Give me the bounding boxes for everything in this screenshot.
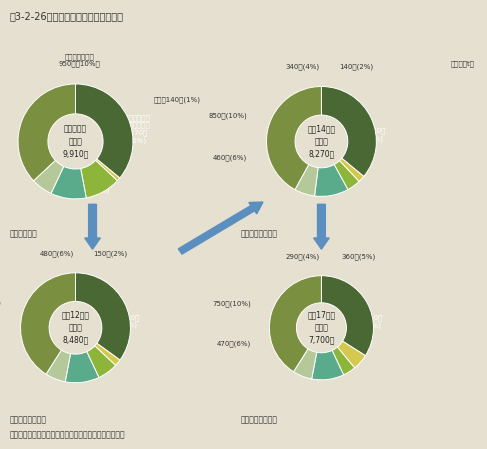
Text: アスファルト・
コンクリート塊
3,570万
(36%): アスファルト・ コンクリート塊 3,570万 (36%)	[121, 114, 150, 144]
Wedge shape	[334, 161, 359, 189]
Wedge shape	[294, 349, 317, 379]
Wedge shape	[81, 160, 117, 198]
Wedge shape	[315, 164, 348, 196]
Wedge shape	[95, 159, 120, 181]
Text: 平成17年度
全国計
7,700万: 平成17年度 全国計 7,700万	[307, 311, 336, 345]
Wedge shape	[75, 84, 133, 178]
Text: 2,610万
(34%): 2,610万 (34%)	[359, 314, 383, 329]
Text: 資料：建設省: 資料：建設省	[10, 229, 37, 238]
Text: 830万(10%): 830万(10%)	[0, 299, 1, 306]
Wedge shape	[75, 273, 131, 360]
Text: 図3-2-26　建設廃棄物の種類別排出量: 図3-2-26 建設廃棄物の種類別排出量	[10, 11, 124, 21]
Text: 3,220万(41%): 3,220万(41%)	[306, 362, 351, 369]
Text: 平成14年度
全国計
8,270万: 平成14年度 全国計 8,270万	[307, 124, 336, 158]
Wedge shape	[65, 352, 99, 383]
Text: 2,970万
(36%): 2,970万 (36%)	[361, 128, 385, 142]
Text: 480万(6%): 480万(6%)	[40, 250, 74, 257]
Wedge shape	[46, 350, 71, 382]
Wedge shape	[295, 164, 318, 196]
Text: 140万(2%): 140万(2%)	[339, 64, 374, 70]
Text: 資料：国土交通省: 資料：国土交通省	[241, 229, 278, 238]
Text: 340万(4%): 340万(4%)	[286, 64, 320, 70]
Wedge shape	[312, 350, 344, 380]
Text: 360万(5%): 360万(5%)	[342, 254, 376, 260]
Wedge shape	[266, 87, 321, 189]
Wedge shape	[87, 346, 115, 378]
Text: その他140万(1%): その他140万(1%)	[153, 97, 201, 103]
Wedge shape	[34, 160, 64, 194]
Text: 3,510万(42%): 3,510万(42%)	[306, 178, 351, 185]
Text: 2,810万
(35%): 2,810万 (35%)	[115, 314, 139, 328]
Wedge shape	[18, 84, 75, 181]
Wedge shape	[51, 167, 86, 199]
Text: 750万(10%): 750万(10%)	[212, 300, 251, 307]
Wedge shape	[337, 341, 365, 368]
Text: コンクリート塊
3,650万(37%): コンクリート塊 3,650万(37%)	[64, 180, 110, 194]
Text: 470万(6%): 470万(6%)	[217, 340, 251, 347]
FancyArrow shape	[178, 202, 263, 254]
Text: 150万(2%): 150万(2%)	[94, 250, 128, 257]
Text: 平成12年度
全国計
8,480万: 平成12年度 全国計 8,480万	[61, 311, 90, 345]
Text: 平成７年度
全国計
9,910万: 平成７年度 全国計 9,910万	[62, 124, 89, 158]
Wedge shape	[20, 273, 75, 374]
Text: 注：四捨五入の関係上、合計値と合わない場合がある。: 注：四捨五入の関係上、合計値と合わない場合がある。	[10, 430, 125, 439]
Text: 850万(10%): 850万(10%)	[208, 113, 247, 119]
Wedge shape	[339, 158, 364, 181]
Text: 資料：国土交通省: 資料：国土交通省	[10, 415, 47, 424]
Text: 290万(4%): 290万(4%)	[286, 254, 320, 260]
Text: 3,530万(41%): 3,530万(41%)	[60, 364, 105, 371]
Text: 建設混合廃棄物
950万（10%）: 建設混合廃棄物 950万（10%）	[58, 53, 100, 67]
Wedge shape	[269, 276, 321, 372]
Wedge shape	[332, 347, 355, 375]
Text: 480万(6%): 480万(6%)	[0, 341, 1, 348]
FancyArrow shape	[85, 204, 100, 249]
Text: 460万(6%): 460万(6%)	[213, 155, 247, 161]
Wedge shape	[94, 343, 120, 365]
Text: 資料：国土交通省: 資料：国土交通省	[241, 415, 278, 424]
Wedge shape	[321, 276, 374, 356]
Text: （単位：t）: （単位：t）	[451, 60, 475, 67]
Wedge shape	[321, 87, 376, 176]
FancyArrow shape	[314, 204, 329, 249]
